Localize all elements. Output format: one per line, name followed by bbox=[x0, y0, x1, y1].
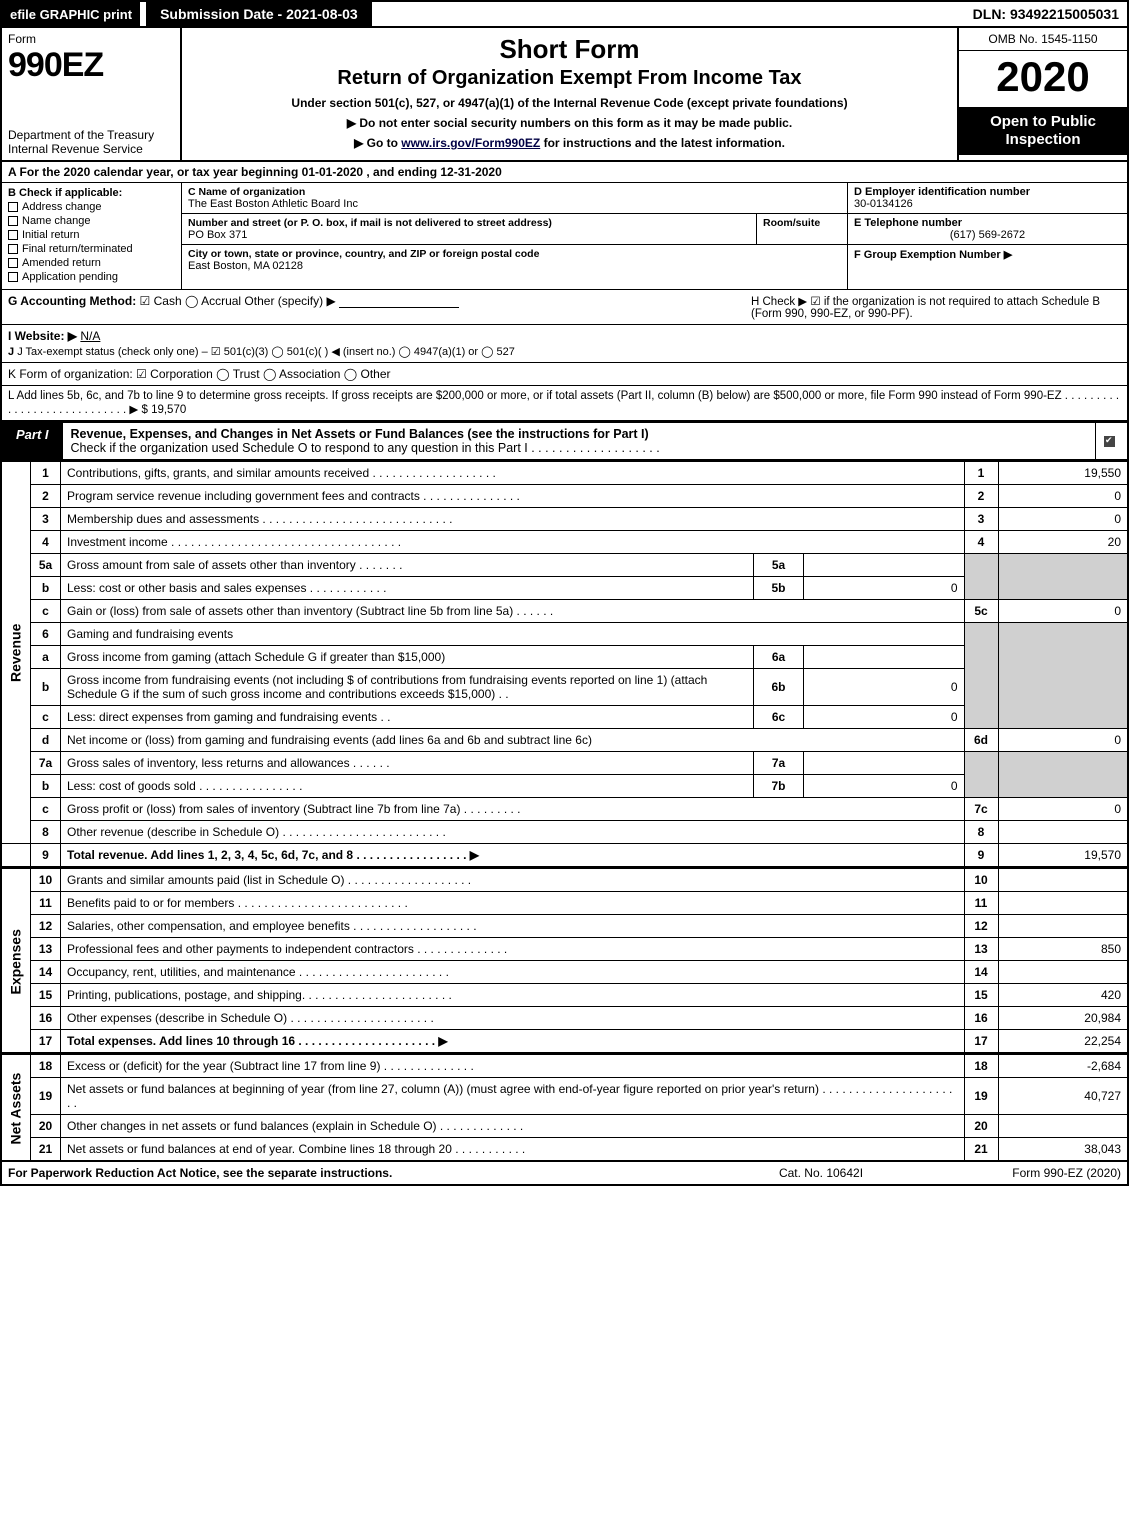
line-2: 2Program service revenue including gover… bbox=[1, 485, 1128, 508]
f-group-label: F Group Exemption Number ▶ bbox=[854, 249, 1012, 261]
side-label-revenue: Revenue bbox=[1, 462, 31, 844]
city-label: City or town, state or province, country… bbox=[188, 248, 841, 260]
net-assets-table: Net Assets 18Excess or (deficit) for the… bbox=[0, 1054, 1129, 1162]
line-10: Expenses 10Grants and similar amounts pa… bbox=[1, 869, 1128, 892]
row-g-h: G Accounting Method: ☑ Cash ◯ Accrual Ot… bbox=[0, 290, 1129, 325]
chk-final-return[interactable]: Final return/terminated bbox=[8, 243, 175, 255]
ssn-warning: ▶ Do not enter social security numbers o… bbox=[192, 116, 947, 130]
efile-print-button[interactable]: efile GRAPHIC print bbox=[2, 2, 140, 26]
l-value: 19,570 bbox=[151, 404, 186, 416]
room-label: Room/suite bbox=[763, 217, 841, 229]
line-7b: b Less: cost of goods sold . . . . . . .… bbox=[1, 775, 1128, 798]
g-options[interactable]: ☑ Cash ◯ Accrual Other (specify) ▶ bbox=[140, 294, 336, 308]
column-b-checkboxes: B Check if applicable: Address change Na… bbox=[2, 183, 182, 289]
entity-block: B Check if applicable: Address change Na… bbox=[0, 183, 1129, 290]
g-label: G Accounting Method: bbox=[8, 294, 136, 308]
column-c-org-info: C Name of organization The East Boston A… bbox=[182, 183, 847, 289]
row-k: K Form of organization: ☑ Corporation ◯ … bbox=[0, 363, 1129, 386]
i-website-label: I Website: ▶ bbox=[8, 329, 77, 343]
h-schedule-b: H Check ▶ ☑ if the organization is not r… bbox=[741, 294, 1121, 320]
line-20: 20Other changes in net assets or fund ba… bbox=[1, 1115, 1128, 1138]
j-tax-exempt[interactable]: J Tax-exempt status (check only one) – ☑… bbox=[17, 346, 515, 358]
row-i-j: I Website: ▶ N/A J J Tax-exempt status (… bbox=[0, 325, 1129, 363]
e-phone-value: (617) 569-2672 bbox=[854, 229, 1121, 241]
line-1: Revenue 1 Contributions, gifts, grants, … bbox=[1, 462, 1128, 485]
chk-name-change[interactable]: Name change bbox=[8, 215, 175, 227]
side-label-expenses: Expenses bbox=[1, 869, 31, 1054]
line-6a: a Gross income from gaming (attach Sched… bbox=[1, 646, 1128, 669]
line-7a: 7a Gross sales of inventory, less return… bbox=[1, 752, 1128, 775]
c-name-value: The East Boston Athletic Board Inc bbox=[188, 198, 841, 210]
line-16: 16Other expenses (describe in Schedule O… bbox=[1, 1007, 1128, 1030]
line-13: 13Professional fees and other payments t… bbox=[1, 938, 1128, 961]
revenue-table: Revenue 1 Contributions, gifts, grants, … bbox=[0, 461, 1129, 868]
part-1-tag: Part I bbox=[2, 423, 63, 459]
omb-number: OMB No. 1545-1150 bbox=[959, 28, 1127, 51]
c-name-label: C Name of organization bbox=[188, 186, 841, 198]
city-value: East Boston, MA 02128 bbox=[188, 260, 841, 272]
line-6b: b Gross income from fundraising events (… bbox=[1, 669, 1128, 706]
tax-year: 2020 bbox=[959, 51, 1127, 107]
title-short-form: Short Form bbox=[192, 34, 947, 65]
part-1-header: Part I Revenue, Expenses, and Changes in… bbox=[0, 422, 1129, 461]
open-to-public: Open to Public Inspection bbox=[959, 107, 1127, 155]
chk-address-change[interactable]: Address change bbox=[8, 201, 175, 213]
submission-date-button[interactable]: Submission Date - 2021-08-03 bbox=[146, 2, 372, 26]
line-12: 12Salaries, other compensation, and empl… bbox=[1, 915, 1128, 938]
line-5c: cGain or (loss) from sale of assets othe… bbox=[1, 600, 1128, 623]
col-b-header: B Check if applicable: bbox=[8, 187, 175, 199]
line-15: 15Printing, publications, postage, and s… bbox=[1, 984, 1128, 1007]
line-6d: dNet income or (loss) from gaming and fu… bbox=[1, 729, 1128, 752]
line-5a: 5a Gross amount from sale of assets othe… bbox=[1, 554, 1128, 577]
k-form-of-org[interactable]: K Form of organization: ☑ Corporation ◯ … bbox=[8, 367, 1121, 381]
title-return: Return of Organization Exempt From Incom… bbox=[192, 67, 947, 90]
header-left: Form 990EZ Department of the Treasury In… bbox=[2, 28, 182, 160]
department-label: Department of the Treasury Internal Reve… bbox=[8, 128, 174, 156]
line-18: Net Assets 18Excess or (deficit) for the… bbox=[1, 1055, 1128, 1078]
chk-initial-return[interactable]: Initial return bbox=[8, 229, 175, 241]
part-1-checkbox[interactable] bbox=[1095, 423, 1127, 459]
line-8: 8Other revenue (describe in Schedule O) … bbox=[1, 821, 1128, 844]
line-9: 9Total revenue. Add lines 1, 2, 3, 4, 5c… bbox=[1, 844, 1128, 868]
footer-form-ref: Form 990-EZ (2020) bbox=[921, 1166, 1121, 1180]
line-6c: c Less: direct expenses from gaming and … bbox=[1, 706, 1128, 729]
header-center: Short Form Return of Organization Exempt… bbox=[182, 28, 957, 160]
line-a-tax-year: A For the 2020 calendar year, or tax yea… bbox=[0, 162, 1129, 183]
e-phone-label: E Telephone number bbox=[854, 217, 1121, 229]
addr-value: PO Box 371 bbox=[188, 229, 750, 241]
form-header: Form 990EZ Department of the Treasury In… bbox=[0, 28, 1129, 162]
line-21: 21Net assets or fund balances at end of … bbox=[1, 1138, 1128, 1162]
form-number: 990EZ bbox=[8, 46, 174, 85]
line-7c: cGross profit or (loss) from sales of in… bbox=[1, 798, 1128, 821]
footer-left: For Paperwork Reduction Act Notice, see … bbox=[8, 1166, 721, 1180]
line-3: 3Membership dues and assessments . . . .… bbox=[1, 508, 1128, 531]
part-1-desc: Revenue, Expenses, and Changes in Net As… bbox=[63, 423, 1095, 459]
row-l: L Add lines 5b, 6c, and 7b to line 9 to … bbox=[0, 386, 1129, 422]
side-label-net-assets: Net Assets bbox=[1, 1055, 31, 1162]
addr-label: Number and street (or P. O. box, if mail… bbox=[188, 217, 750, 229]
line-4: 4Investment income . . . . . . . . . . .… bbox=[1, 531, 1128, 554]
d-ein-value: 30-0134126 bbox=[854, 198, 1121, 210]
header-right: OMB No. 1545-1150 2020 Open to Public In… bbox=[957, 28, 1127, 160]
column-def: D Employer identification number 30-0134… bbox=[847, 183, 1127, 289]
page-footer: For Paperwork Reduction Act Notice, see … bbox=[0, 1162, 1129, 1186]
line-5b: b Less: cost or other basis and sales ex… bbox=[1, 577, 1128, 600]
line-11: 11Benefits paid to or for members . . . … bbox=[1, 892, 1128, 915]
irs-link[interactable]: www.irs.gov/Form990EZ bbox=[401, 136, 540, 150]
line-14: 14Occupancy, rent, utilities, and mainte… bbox=[1, 961, 1128, 984]
d-ein-label: D Employer identification number bbox=[854, 186, 1121, 198]
expenses-table: Expenses 10Grants and similar amounts pa… bbox=[0, 868, 1129, 1054]
line-6-header: 6Gaming and fundraising events bbox=[1, 623, 1128, 646]
line-19: 19Net assets or fund balances at beginni… bbox=[1, 1078, 1128, 1115]
dln-label: DLN: 93492215005031 bbox=[965, 2, 1127, 26]
instructions-line: ▶ Go to www.irs.gov/Form990EZ for instru… bbox=[192, 136, 947, 150]
chk-application-pending[interactable]: Application pending bbox=[8, 271, 175, 283]
form-word: Form bbox=[8, 32, 174, 46]
top-bar: efile GRAPHIC print Submission Date - 20… bbox=[0, 0, 1129, 28]
subtitle: Under section 501(c), 527, or 4947(a)(1)… bbox=[192, 96, 947, 110]
chk-amended-return[interactable]: Amended return bbox=[8, 257, 175, 269]
footer-cat-no: Cat. No. 10642I bbox=[721, 1166, 921, 1180]
line-17: 17Total expenses. Add lines 10 through 1… bbox=[1, 1030, 1128, 1054]
i-website-value: N/A bbox=[80, 329, 100, 343]
